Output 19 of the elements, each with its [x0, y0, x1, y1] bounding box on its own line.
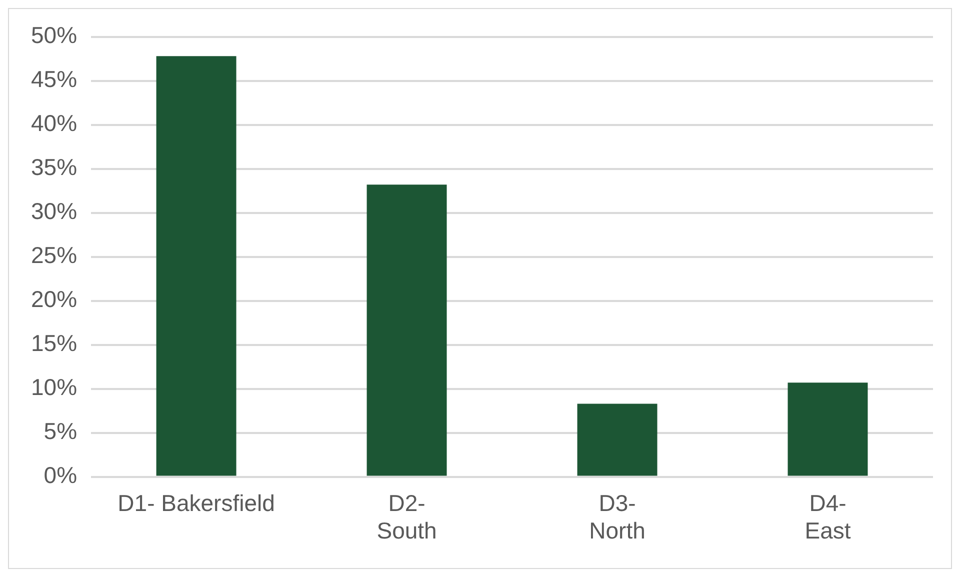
y-tick-label: 30% — [30, 198, 78, 224]
x-tick-label: D3- North — [589, 490, 646, 544]
y-tick-label: 10% — [30, 374, 78, 400]
bar — [156, 56, 236, 476]
y-tick-label: 25% — [30, 242, 78, 268]
x-tick-label: D4- East — [804, 490, 852, 544]
x-tick-label: D2- South — [376, 490, 437, 544]
y-tick-label: 45% — [30, 66, 78, 92]
y-tick-label: 40% — [30, 110, 78, 136]
x-tick-label: D1- Bakersfield — [118, 490, 275, 516]
y-tick-label: 5% — [44, 418, 78, 444]
y-tick-label: 0% — [44, 462, 78, 488]
y-tick-label: 35% — [30, 154, 78, 180]
y-tick-label: 50% — [30, 22, 78, 48]
y-tick-label: 15% — [30, 330, 78, 356]
bar — [788, 382, 868, 476]
bar — [366, 184, 447, 476]
bar — [577, 404, 658, 476]
y-tick-label: 20% — [30, 286, 78, 312]
